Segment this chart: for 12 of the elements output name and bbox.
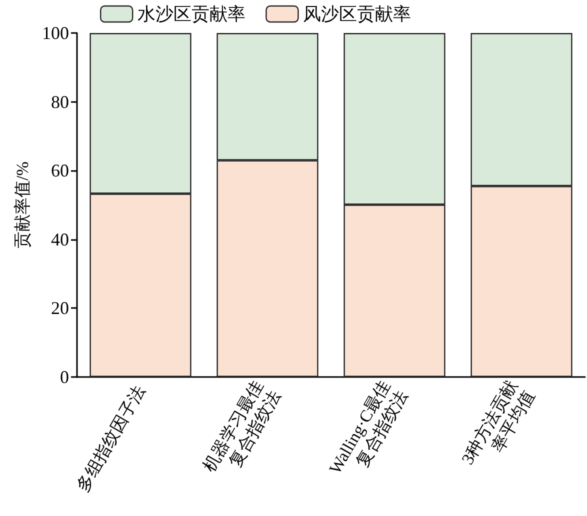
y-tick-label: 0 xyxy=(60,367,69,387)
x-tick-label: 3种方法贡献 率平均值 xyxy=(458,377,538,468)
y-tick-label: 100 xyxy=(42,23,69,43)
x-tick-label: 多组指纹因子法 xyxy=(72,382,149,495)
legend-label: 风沙区贡献率 xyxy=(303,4,412,24)
y-tick-label: 40 xyxy=(51,229,69,250)
y-axis-title: 贡献率值/% xyxy=(13,162,32,248)
legend-label: 水沙区贡献率 xyxy=(138,4,246,24)
y-tick-label: 80 xyxy=(51,92,69,112)
y-tick-label: 20 xyxy=(51,298,69,318)
y-tick-label: 60 xyxy=(51,160,69,181)
x-tick-label: 机器学习最佳 复合指纹法 xyxy=(200,377,284,476)
